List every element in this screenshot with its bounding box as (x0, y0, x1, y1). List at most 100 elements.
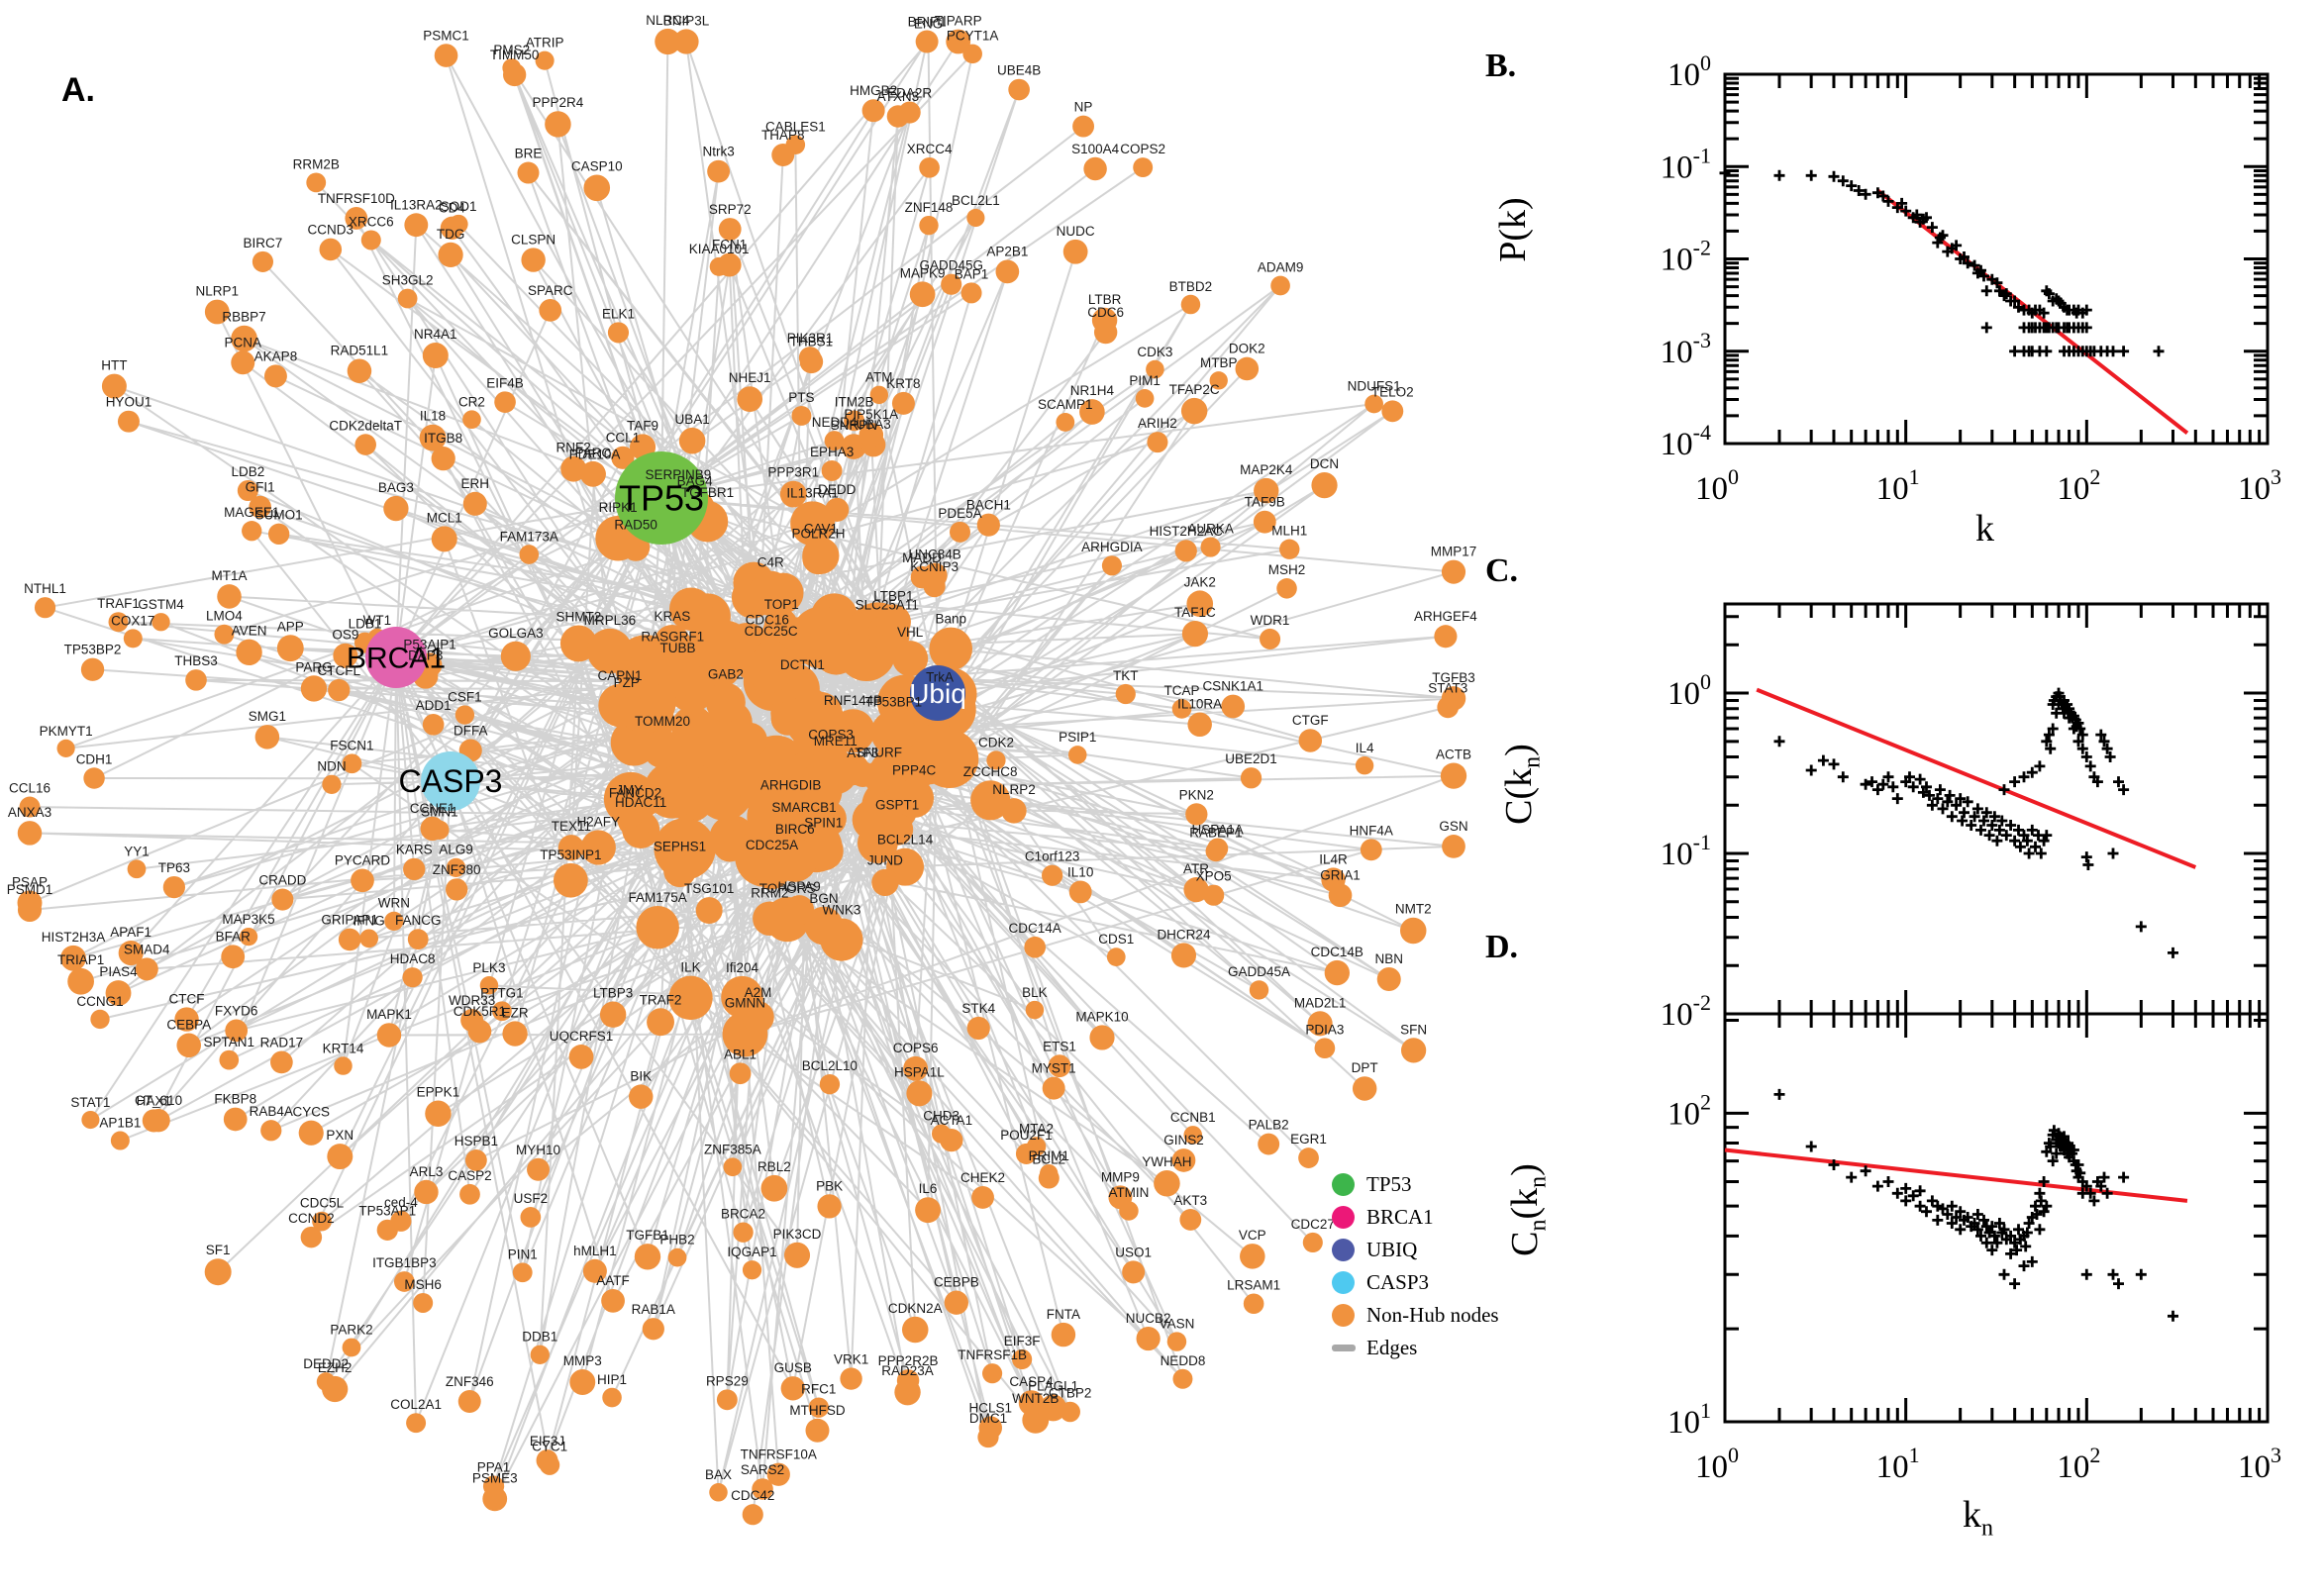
network-node (650, 645, 695, 690)
network-node-label: MAP2K4 (1240, 462, 1293, 477)
network-node (919, 156, 940, 178)
network-node-label: POLR2H (792, 527, 846, 542)
network-node (406, 1413, 427, 1434)
network-node-label: HNF4A (1350, 823, 1393, 838)
network-node-label: AP1B1 (99, 1116, 141, 1131)
network-node (723, 1157, 743, 1177)
network-node-label: A2M (745, 985, 772, 1000)
network-node-label: CHD3 (923, 1109, 960, 1124)
network-node-label: CDC5L (300, 1196, 345, 1211)
network-node-label: CCND3 (308, 223, 354, 238)
network-node (966, 208, 985, 228)
network-node (19, 796, 41, 818)
network-node (817, 1194, 842, 1219)
hub-node-brca1 (365, 627, 427, 688)
network-node (1091, 307, 1118, 334)
network-node-label: BFAR (216, 929, 252, 944)
network-node-label: CDH1 (76, 751, 113, 766)
network-node-label: DHCR24 (1157, 927, 1211, 942)
network-node-label: UBA3 (857, 417, 891, 432)
network-node-label: CDK5R1 (454, 1004, 506, 1019)
network-node (824, 431, 845, 451)
network-node-label: PCYT1A (947, 29, 999, 44)
network-node (1279, 539, 1300, 559)
network-node-label: TrkA (926, 669, 954, 684)
network-node (90, 1009, 110, 1030)
legend-item-label: BRCA1 (1366, 1205, 1434, 1229)
network-node (1183, 877, 1209, 903)
network-node-label: FSCN1 (330, 738, 373, 752)
network-node-label: TP53AP1 (358, 1204, 416, 1219)
network-node-label: DDB1 (522, 1330, 557, 1345)
network-node-label: ARHGEF4 (1414, 609, 1477, 624)
network-node (34, 597, 56, 619)
network-node-label: PSME3 (472, 1470, 518, 1485)
network-node (966, 1016, 990, 1041)
network-node-label: EPHA3 (810, 445, 854, 459)
network-node (785, 135, 806, 154)
network-node-label: SMG1 (249, 709, 286, 724)
network-node (647, 1008, 674, 1037)
svg-text:100: 100 (1667, 50, 1711, 93)
network-node (946, 29, 971, 54)
network-node-label: ETS1 (1043, 1039, 1076, 1053)
network-node (492, 1001, 512, 1022)
network-node-label: MTBP (1200, 355, 1238, 370)
network-node-label: NR1H4 (1070, 383, 1115, 398)
network-node-label: CRADD (258, 872, 306, 887)
network-node-label: CASP4 (1009, 1374, 1054, 1389)
network-node (982, 1363, 1003, 1384)
network-node (1133, 157, 1154, 178)
network-node-label: IQGAP1 (727, 1245, 776, 1259)
network-node (673, 29, 699, 54)
network-node (118, 940, 144, 966)
network-node-label: VASN (1160, 1316, 1195, 1331)
network-node (459, 1183, 480, 1205)
network-node (333, 643, 358, 668)
network-node-label: FAM173A (500, 529, 558, 544)
network-node-label: BRIP1 (908, 15, 947, 30)
network-node-label: BCL2L10 (802, 1058, 858, 1073)
network-node-label: C4R (758, 555, 784, 570)
network-node-label: PIK3CD (773, 1227, 822, 1242)
network-node (545, 111, 571, 138)
network-node (808, 1397, 830, 1418)
network-node-label: PCNA (225, 335, 262, 349)
network-node-label: BIRC6 (775, 822, 815, 837)
network-node-label: AP2B1 (986, 244, 1028, 258)
network-node (1166, 1332, 1187, 1351)
network-node-label: IL6 (919, 1181, 938, 1196)
network-node-label: DCTN1 (780, 657, 825, 672)
network-node-label: CCND2 (288, 1211, 335, 1226)
network-node-label: THBS1 (790, 335, 834, 349)
network-node-label: CABLES1 (765, 119, 826, 134)
network-node-label: NDUFS1 (1348, 379, 1401, 394)
svg-text:10-2: 10-2 (1661, 236, 1711, 278)
network-node-label: CDK2 (978, 735, 1014, 749)
network-node-label: CTCFL (318, 663, 361, 678)
network-node (1253, 510, 1276, 534)
network-node (464, 1149, 487, 1171)
network-node-label: ced-4 (384, 1195, 418, 1210)
network-node-label: FXYD6 (215, 1003, 258, 1018)
network-node-label: CLSPN (511, 232, 556, 247)
network-node-label: BAP1 (955, 266, 989, 281)
network-node-label: SARS2 (741, 1462, 784, 1477)
network-node (300, 675, 328, 702)
network-node-label: ACTA1 (931, 1113, 973, 1128)
network-node-label: SMN1 (421, 805, 458, 820)
network-node-label: PALB2 (1249, 1118, 1289, 1133)
network-node-label: UBE2D1 (1225, 751, 1277, 766)
network-node (56, 739, 75, 757)
network-node-label: DPT (1352, 1060, 1378, 1075)
network-node-label: BNIP3L (663, 13, 710, 28)
network-node (425, 1100, 452, 1127)
network-node-label: RASGRF1 (641, 629, 704, 644)
network-node-label: ILK (680, 960, 700, 975)
network-node-label: ACTB (1436, 747, 1471, 761)
network-node (1015, 1143, 1038, 1164)
hub-node-ubiq (910, 665, 965, 721)
network-node-label: Ntrk3 (702, 145, 734, 159)
network-node-label: DAP3 (408, 648, 443, 662)
network-node (467, 1019, 492, 1044)
